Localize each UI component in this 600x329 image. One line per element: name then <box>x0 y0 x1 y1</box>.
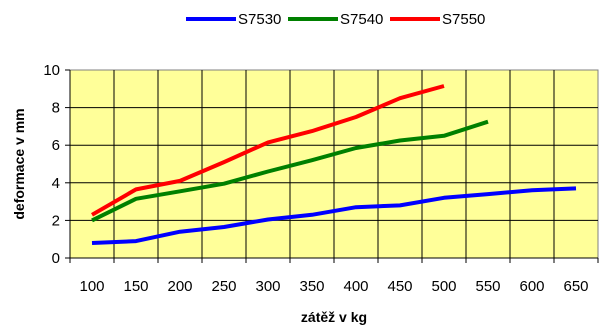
series-line-s7550 <box>91 84 445 217</box>
x-tick-label: 500 <box>431 278 456 295</box>
axes <box>65 69 599 263</box>
y-tick-label: 10 <box>43 62 60 79</box>
x-tick-label: 400 <box>343 278 368 295</box>
x-tick-labels: 100 150 200 250 300 350 400 450 500 550 600 650 <box>79 278 588 295</box>
legend-label-s7550: S7550 <box>442 11 485 28</box>
legend-label-s7540: S7540 <box>340 11 383 28</box>
x-axis-title: zátěž v kg <box>301 309 367 325</box>
x-tick-label: 600 <box>519 278 544 295</box>
grid-lines <box>70 70 598 258</box>
legend-label-s7530: S7530 <box>238 11 281 28</box>
x-tick-label: 450 <box>387 278 412 295</box>
series-line-s7530 <box>91 186 577 245</box>
y-tick-labels: 0 2 4 6 8 10 <box>43 62 60 267</box>
y-tick-label: 0 <box>52 250 60 267</box>
y-tick-label: 8 <box>52 100 60 117</box>
x-tick-label: 550 <box>475 278 500 295</box>
x-tick-label: 650 <box>563 278 588 295</box>
series-lines <box>91 84 577 245</box>
y-axis-title: deformace v mm <box>11 108 27 219</box>
x-tick-label: 250 <box>211 278 236 295</box>
x-tick-label: 300 <box>255 278 280 295</box>
y-tick-label: 6 <box>52 137 60 154</box>
x-tick-label: 150 <box>123 278 148 295</box>
y-tick-label: 4 <box>52 175 60 192</box>
x-tick-label: 100 <box>79 278 104 295</box>
y-tick-label: 2 <box>52 212 60 229</box>
legend: S7530 S7540 S7550 <box>186 11 485 28</box>
series-line-s7540 <box>91 119 489 223</box>
x-tick-label: 200 <box>167 278 192 295</box>
x-tick-label: 350 <box>299 278 324 295</box>
